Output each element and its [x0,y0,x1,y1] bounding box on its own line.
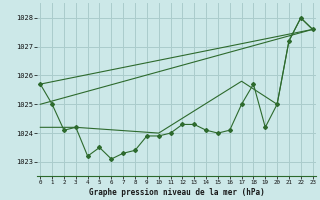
X-axis label: Graphe pression niveau de la mer (hPa): Graphe pression niveau de la mer (hPa) [89,188,264,197]
